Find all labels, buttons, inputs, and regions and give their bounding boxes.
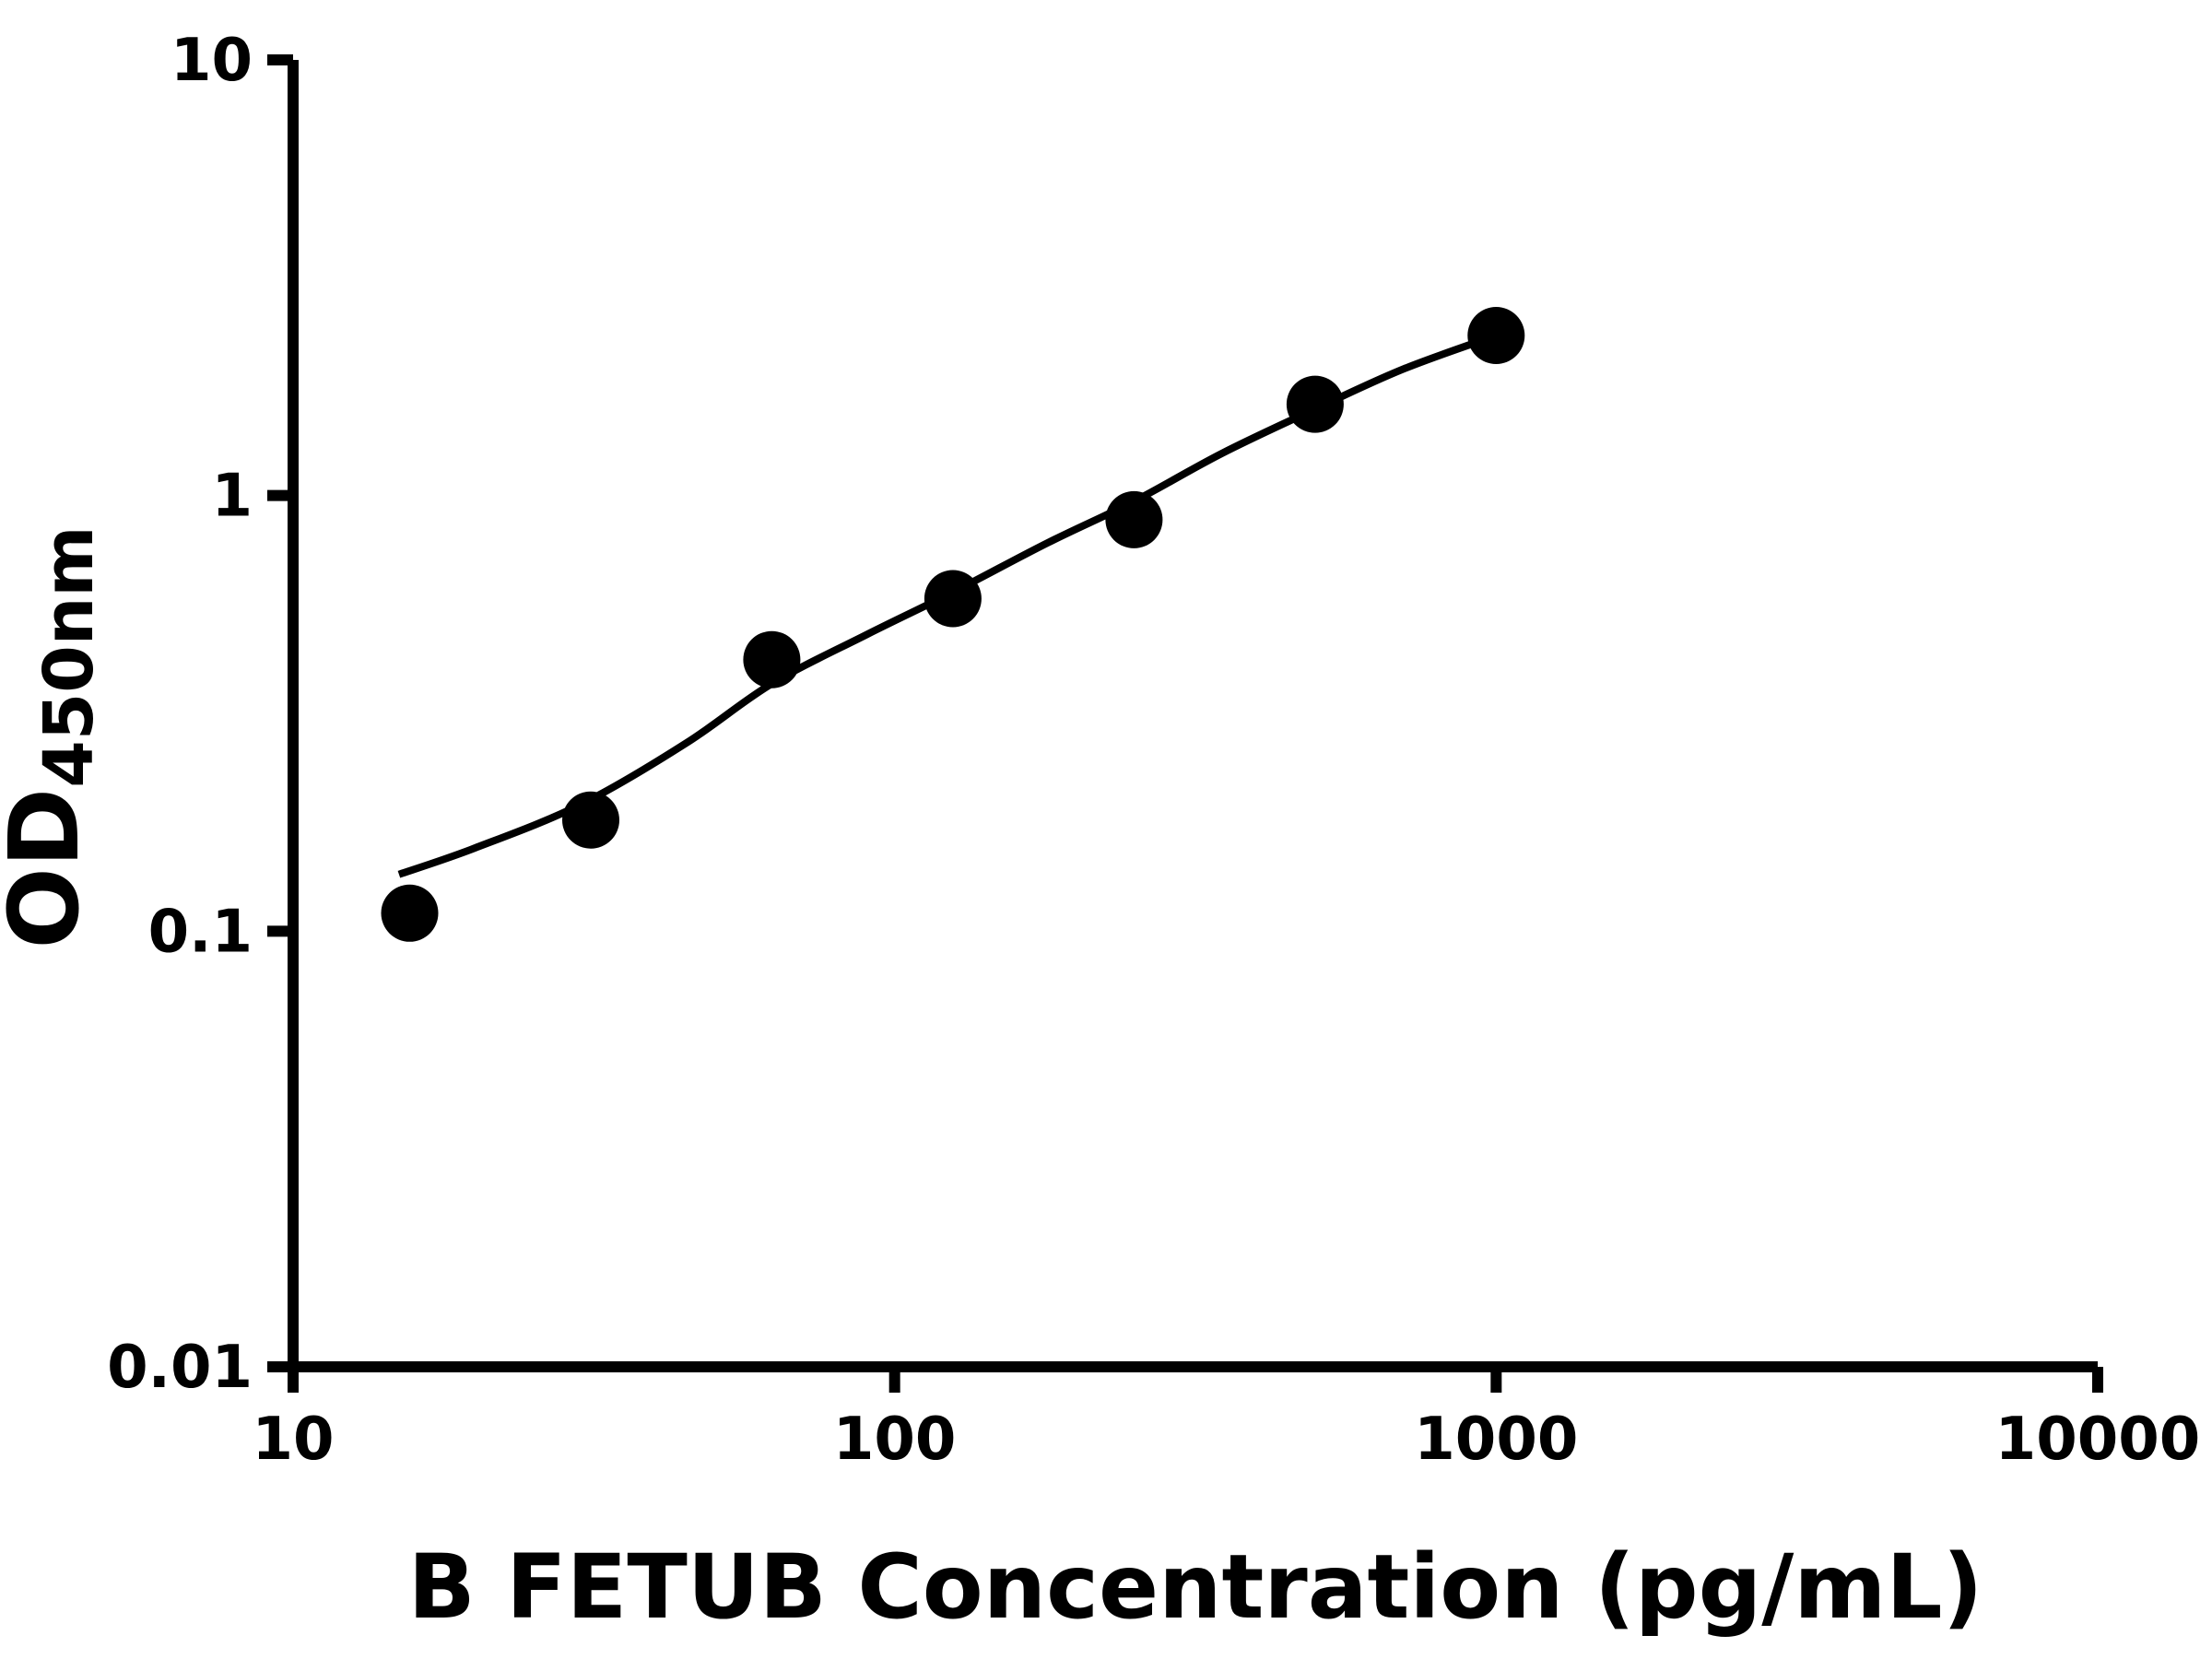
data-point <box>743 630 801 688</box>
y-tick-label: 1 <box>211 463 253 531</box>
x-axis-title: B FETUB Concentration (pg/mL) <box>408 1535 1983 1639</box>
data-point <box>1105 490 1163 548</box>
y-tick-label: 0.01 <box>107 1334 253 1402</box>
x-tick-label: 10000 <box>1995 1406 2201 1474</box>
y-tick-label: 10 <box>171 27 253 95</box>
plot-area: 10 100 1000 10000 0.01 0.1 1 10 <box>107 27 2200 1474</box>
data-point <box>562 791 619 849</box>
x-tick-label: 1000 <box>1414 1406 1578 1474</box>
data-point <box>381 884 439 942</box>
y-axis-title-sub: 450nm <box>29 525 109 787</box>
y-tick-label: 0.1 <box>148 898 253 966</box>
data-point <box>924 570 982 628</box>
y-axis-title-main: OD <box>0 788 100 949</box>
x-tick-label: 100 <box>833 1406 957 1474</box>
data-point <box>1467 307 1525 364</box>
data-point <box>1286 375 1344 433</box>
y-axis-title: OD450nm <box>0 525 109 948</box>
x-tick-label: 10 <box>252 1406 334 1474</box>
axis-spine <box>288 60 2098 1372</box>
